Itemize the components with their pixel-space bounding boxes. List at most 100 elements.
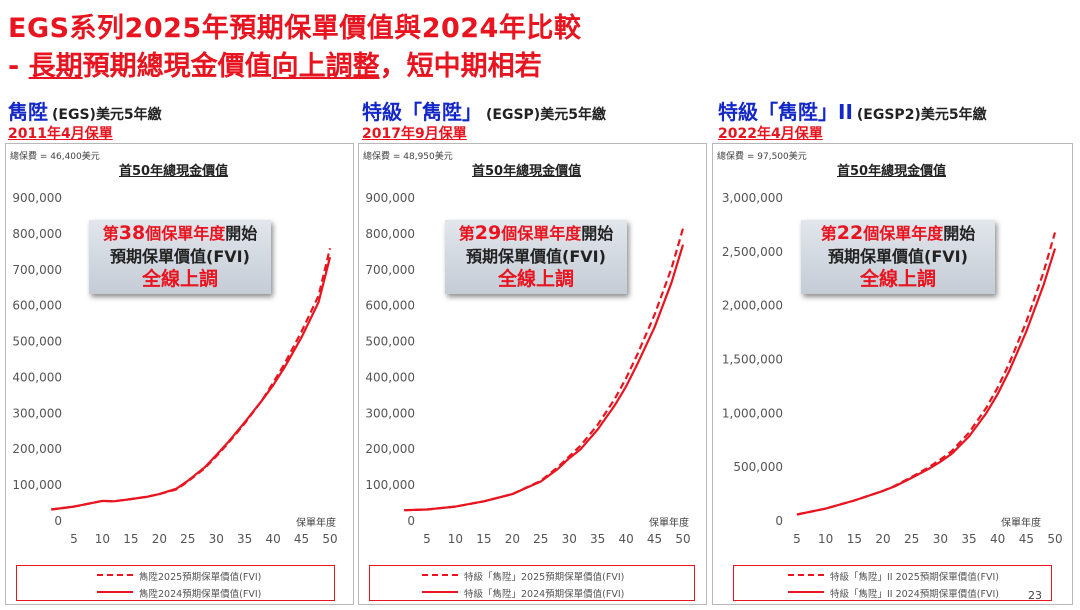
- legend-label-2025: 雋陞2025預期保單價值(FVI): [139, 572, 262, 583]
- chart-title: 首50年總現金價值: [119, 164, 229, 179]
- legend-dashed-line-icon: [788, 574, 824, 576]
- product-name: 特級「雋陞」: [362, 100, 482, 124]
- x-tick-label: 35: [590, 532, 605, 546]
- product-term: 美元5年繳: [540, 107, 606, 123]
- callout-year-number: 22: [836, 222, 864, 244]
- callout-line1: 第29個保單年度開始: [445, 222, 627, 245]
- callout-line3: 全線上調: [497, 268, 574, 290]
- callout-unit: 個保單年度: [145, 224, 226, 243]
- y-tick-label: 0: [775, 514, 783, 528]
- legend-item-2025: 特級「雋陞」II 2025預期保單價值(FVI): [734, 567, 1051, 583]
- callout-line2: 預期保單價值(FVI): [828, 247, 968, 266]
- product-code: (EGS): [52, 107, 96, 123]
- x-tick-label: 25: [180, 532, 195, 546]
- legend-dashed-line-icon: [97, 574, 133, 576]
- product-header-egsp: 特級「雋陞」 (EGSP)美元5年繳: [362, 96, 606, 125]
- product-term: 美元5年繳: [920, 107, 987, 123]
- premium-note: 總保費 = 97,500美元: [717, 152, 807, 162]
- product-header-egsp2: 特級「雋陞」II (EGSP2)美元5年繳: [718, 96, 987, 125]
- y-tick-label: 700,000: [12, 263, 62, 277]
- chart-legend: 特級「雋陞」II 2025預期保單價值(FVI) 特級「雋陞」II 2024預期…: [733, 565, 1052, 601]
- callout-prefix: 第: [820, 224, 837, 243]
- y-tick-label: 400,000: [12, 370, 62, 384]
- callout-line2: 預期保單價值(FVI): [466, 247, 606, 266]
- callout-prefix: 第: [102, 224, 119, 243]
- x-tick-label: 40: [618, 532, 633, 546]
- y-tick-label: 500,000: [733, 460, 783, 474]
- series-line-2025: [404, 228, 685, 512]
- y-tick-label: 2,000,000: [722, 299, 783, 313]
- slide-title-line2: - 長期預期總現金價值向上調整，短中期相若: [8, 44, 542, 83]
- x-tick-label: 50: [322, 532, 337, 546]
- callout-box: 第29個保單年度開始 預期保單價值(FVI) 全線上調: [445, 220, 627, 294]
- y-tick-label: 300,000: [12, 406, 62, 420]
- chart-title: 首50年總現金價值: [472, 164, 582, 179]
- callout-unit: 個保單年度: [501, 224, 582, 243]
- y-tick-label: 800,000: [12, 227, 62, 241]
- x-tick-label: 45: [1019, 532, 1034, 546]
- chart-legend: 特級「雋陞」2025預期保單價值(FVI) 特級「雋陞」2024預期保單價值(F…: [369, 565, 695, 601]
- y-tick-label: 100,000: [365, 478, 415, 492]
- x-tick-label: 40: [265, 532, 280, 546]
- callout-box: 第22個保單年度開始 預期保單價值(FVI) 全線上調: [801, 220, 995, 294]
- legend-item-2024: 特級「雋陞」II 2024預期保單價值(FVI): [734, 584, 1051, 600]
- legend-label-2025: 特級「雋陞」II 2025預期保單價值(FVI): [830, 572, 999, 583]
- legend-label-2024: 特級「雋陞」2024預期保單價值(FVI): [464, 589, 625, 600]
- chart-panel-egsp2: 總保費 = 97,500美元 首50年總現金價值 0 500,000 1,000,0…: [712, 143, 1073, 605]
- callout-suffix: 開始: [943, 224, 976, 243]
- x-tick-label: 15: [847, 532, 862, 546]
- x-tick-label: 10: [818, 532, 833, 546]
- y-tick-label: 900,000: [365, 191, 415, 205]
- y-tick-label: 500,000: [365, 335, 415, 349]
- y-tick-label: 100,000: [12, 478, 62, 492]
- x-tick-label: 45: [294, 532, 309, 546]
- legend-label-2024: 特級「雋陞」II 2024預期保單價值(FVI): [830, 589, 999, 600]
- legend-solid-line-icon: [422, 591, 458, 593]
- x-tick-label: 25: [533, 532, 548, 546]
- x-tick-label: 15: [123, 532, 138, 546]
- title2-prefix: -: [8, 51, 29, 82]
- product-name: 特級「雋陞」II: [718, 100, 853, 124]
- product-issue-date: 2011年4月保單: [8, 126, 113, 142]
- title2-underlined-adjust-up: 向上調整: [271, 51, 380, 82]
- callout-line1: 第22個保單年度開始: [801, 222, 995, 245]
- legend-item-2025: 特級「雋陞」2025預期保單價值(FVI): [370, 567, 694, 583]
- y-tick-label: 3,000,000: [722, 191, 783, 205]
- product-header-egs: 雋陞 (EGS)美元5年繳: [8, 96, 162, 125]
- callout-prefix: 第: [458, 224, 475, 243]
- x-tick-label: 25: [904, 532, 919, 546]
- y-tick-label: 600,000: [365, 299, 415, 313]
- legend-item-2024: 特級「雋陞」2024預期保單價值(FVI): [370, 584, 694, 600]
- y-tick-label: 800,000: [365, 227, 415, 241]
- title2-mid: 預期總現金價值: [82, 51, 272, 82]
- callout-year-number: 29: [474, 222, 502, 244]
- legend-item-2024: 雋陞2024預期保單價值(FVI): [17, 584, 334, 600]
- x-tick-label: 35: [237, 532, 252, 546]
- x-tick-label: 5: [793, 532, 801, 546]
- premium-note: 總保費 = 46,400美元: [10, 152, 100, 162]
- title2-underlined-long-term: 長期: [28, 51, 83, 82]
- callout-line3: 全線上調: [859, 268, 936, 290]
- page-number: 23: [1028, 589, 1042, 602]
- x-tick-label: 20: [875, 532, 890, 546]
- legend-item-2025: 雋陞2025預期保單價值(FVI): [17, 567, 334, 583]
- y-tick-label: 400,000: [365, 370, 415, 384]
- y-tick-label: 0: [407, 514, 415, 528]
- y-tick-label: 700,000: [365, 263, 415, 277]
- callout-line3: 全線上調: [141, 268, 218, 290]
- product-code: (EGSP): [486, 107, 541, 123]
- y-tick-label: 2,500,000: [722, 245, 783, 259]
- y-tick-label: 500,000: [12, 335, 62, 349]
- x-tick-label: 40: [990, 532, 1005, 546]
- x-tick-label: 30: [562, 532, 577, 546]
- callout-box: 第38個保單年度開始 預期保單價值(FVI) 全線上調: [89, 220, 271, 294]
- product-issue-date: 2017年9月保單: [362, 126, 467, 142]
- product-code: (EGSP2): [856, 107, 921, 123]
- callout-line2: 預期保單價值(FVI): [110, 247, 250, 266]
- x-tick-label: 50: [1047, 532, 1062, 546]
- x-tick-label: 45: [647, 532, 662, 546]
- x-tick-label: 30: [209, 532, 224, 546]
- callout-year-number: 38: [118, 222, 146, 244]
- line-chart-egsp2: 0 500,000 1,000,000 1,500,000 2,000,000 2,500…: [722, 191, 1063, 546]
- y-tick-label: 900,000: [12, 191, 62, 205]
